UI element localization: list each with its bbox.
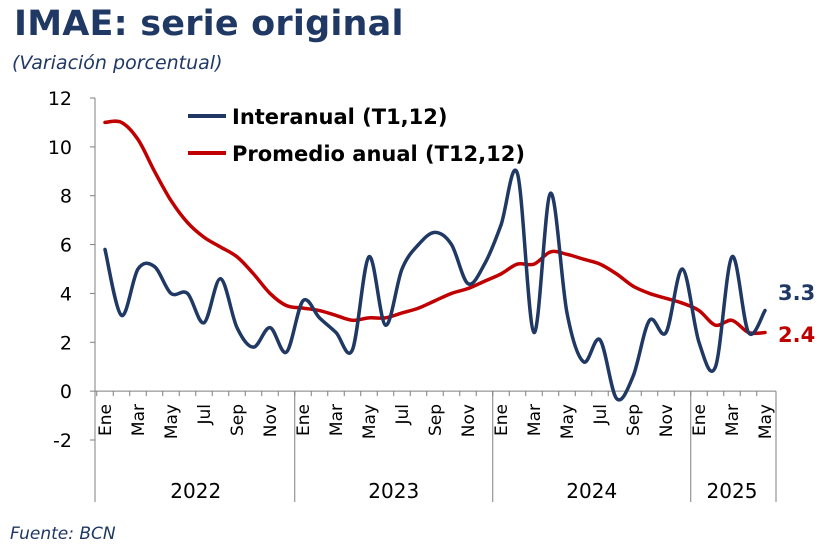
x-month-label: Mar xyxy=(129,404,149,436)
y-tick-label: 2 xyxy=(60,332,72,354)
x-month-label: Nov xyxy=(657,404,677,437)
end-label-promedio: 2.4 xyxy=(778,323,815,347)
series-interanual-line xyxy=(103,168,767,402)
x-month-label: Ene xyxy=(492,404,512,436)
chart-title: IMAE: serie original xyxy=(14,4,404,44)
x-month-label: Nov xyxy=(459,404,479,437)
x-year-label: 2025 xyxy=(707,479,758,503)
source-note: Fuente: BCN xyxy=(10,524,116,544)
y-tick-label: -2 xyxy=(53,430,72,452)
x-month-label: May xyxy=(756,404,776,439)
y-tick-label: 8 xyxy=(60,186,72,208)
end-label-interanual: 3.3 xyxy=(778,281,815,305)
x-year-label: 2024 xyxy=(566,479,617,503)
x-month-label: Ene xyxy=(690,404,710,436)
x-month-label: Mar xyxy=(525,404,545,436)
x-month-label: Jul xyxy=(591,404,611,426)
y-tick-label: 6 xyxy=(60,235,72,257)
x-month-label: Jul xyxy=(195,404,215,426)
x-month-label: May xyxy=(162,404,182,439)
x-month-label: Jul xyxy=(393,404,413,426)
y-tick-label: 10 xyxy=(48,137,72,159)
y-tick-label: 4 xyxy=(60,283,72,305)
chart-subtitle: (Variación porcentual) xyxy=(12,52,223,74)
x-month-label: May xyxy=(360,404,380,439)
x-year-label: 2023 xyxy=(368,479,419,503)
x-month-label: Mar xyxy=(723,404,743,436)
x-month-label: Ene xyxy=(96,404,116,436)
x-month-label: Ene xyxy=(294,404,314,436)
x-month-label: Nov xyxy=(261,404,281,437)
y-tick-label: 12 xyxy=(48,88,72,110)
x-month-label: Mar xyxy=(327,404,347,436)
x-month-label: Sep xyxy=(228,404,248,436)
legend-item-interanual-label: Interanual (T1,12) xyxy=(232,105,448,129)
x-month-label: May xyxy=(558,404,578,439)
x-month-label: Sep xyxy=(426,404,446,436)
x-year-label: 2022 xyxy=(170,479,221,503)
x-month-label: Sep xyxy=(624,404,644,436)
legend-item-promedio-label: Promedio anual (T12,12) xyxy=(232,142,525,166)
series-promedio-line xyxy=(103,119,767,336)
y-tick-label: 0 xyxy=(60,381,72,403)
